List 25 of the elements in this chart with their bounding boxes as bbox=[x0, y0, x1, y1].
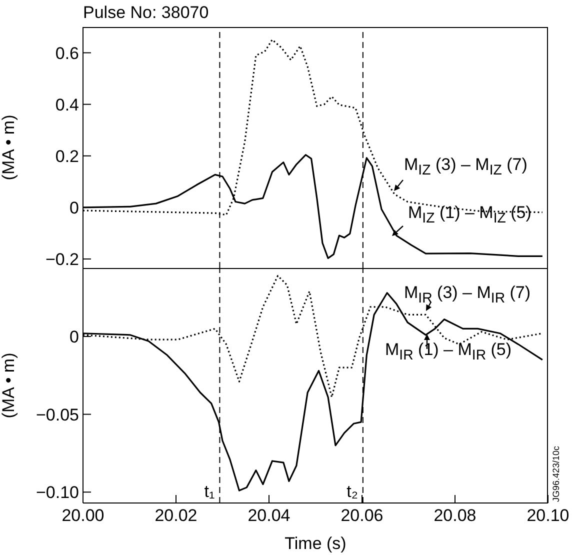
x-tick-label: 20.04 bbox=[248, 506, 290, 526]
y-tick-label: −0.10 bbox=[36, 483, 79, 502]
x-tick-label: 20.00 bbox=[62, 506, 104, 526]
legend-label: M$_{IR}$ (1) – M$_{IR}$ (5) bbox=[385, 340, 512, 364]
y-tick-label: −0.2 bbox=[45, 250, 79, 270]
y-tick-label: 0 bbox=[70, 328, 79, 347]
y-tick-label: 0.6 bbox=[55, 44, 79, 63]
chart-title: Pulse No: 38070 bbox=[83, 3, 209, 23]
series-label: M$_{IZ}$ (3) – M$_{IZ}$ (7) bbox=[404, 155, 528, 178]
y-tick-label: 0 bbox=[70, 198, 79, 218]
y-axis-title: (MA • m) bbox=[0, 114, 18, 180]
series-label: M$_{IR}$ (3) – M$_{IR}$ (7) bbox=[404, 283, 531, 306]
x-tick-label: 20.06 bbox=[340, 506, 384, 526]
y-tick-label: −0.05 bbox=[36, 405, 79, 424]
text: JG96.423/10c bbox=[551, 444, 562, 502]
x-axis-title: Time (s) bbox=[284, 534, 346, 553]
ref-line-label: t₁ bbox=[204, 482, 215, 501]
x-tick-label: 20.08 bbox=[434, 506, 476, 526]
ref-line-label: t₂ bbox=[346, 482, 358, 501]
y-tick-label: 0.2 bbox=[55, 146, 79, 166]
y-tick-label: 0.4 bbox=[55, 95, 79, 114]
x-tick-label: 20.10 bbox=[526, 506, 570, 526]
x-tick-label: 20.02 bbox=[154, 506, 198, 526]
legend-label: M$_{IZ}$ (1) – M$_{IZ}$ (5) bbox=[408, 203, 532, 226]
y-axis-title: (MA • m) bbox=[0, 352, 18, 418]
